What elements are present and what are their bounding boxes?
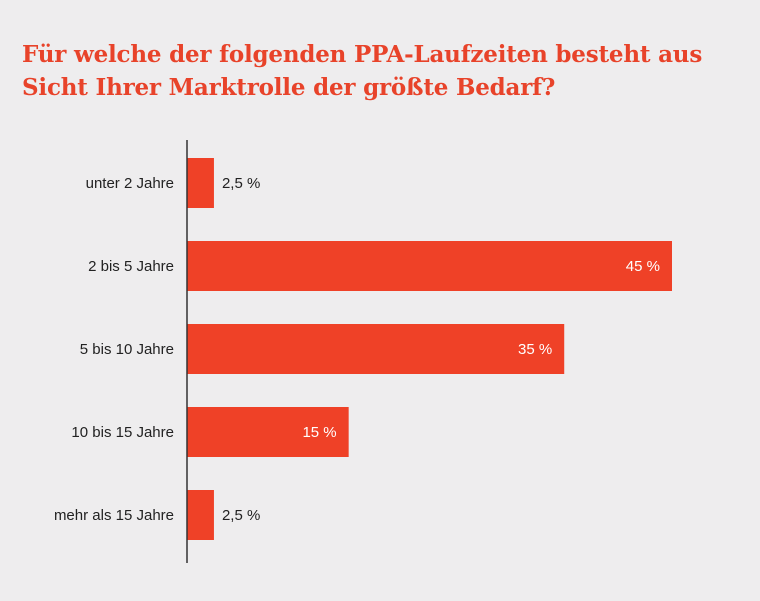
bars-layer: unter 2 Jahre 2,5 % 2 bis 5 Jahre 45 % 5 bis… (54, 158, 672, 540)
value-label: 2,5 % (222, 175, 260, 192)
chart-title-line-2: Sicht Ihrer Marktrolle der größte Bedarf… (22, 74, 556, 101)
category-label: 2 bis 5 Jahre (88, 258, 174, 275)
value-label: 2,5 % (222, 507, 260, 524)
category-label: 10 bis 15 Jahre (71, 424, 174, 441)
bar (187, 158, 214, 208)
bar (187, 324, 565, 374)
bar (187, 241, 672, 291)
value-label: 35 % (518, 341, 552, 358)
bar (187, 407, 349, 457)
value-label: 15 % (302, 424, 336, 441)
category-label: 5 bis 10 Jahre (80, 341, 174, 358)
bar (187, 490, 214, 540)
chart-title-line-1: Für welche der folgenden PPA-Laufzeiten … (22, 41, 703, 68)
category-label: mehr als 15 Jahre (54, 507, 174, 524)
category-label: unter 2 Jahre (86, 175, 174, 192)
value-label: 45 % (626, 258, 660, 275)
chart-title: Für welche der folgenden PPA-Laufzeiten … (22, 38, 742, 104)
